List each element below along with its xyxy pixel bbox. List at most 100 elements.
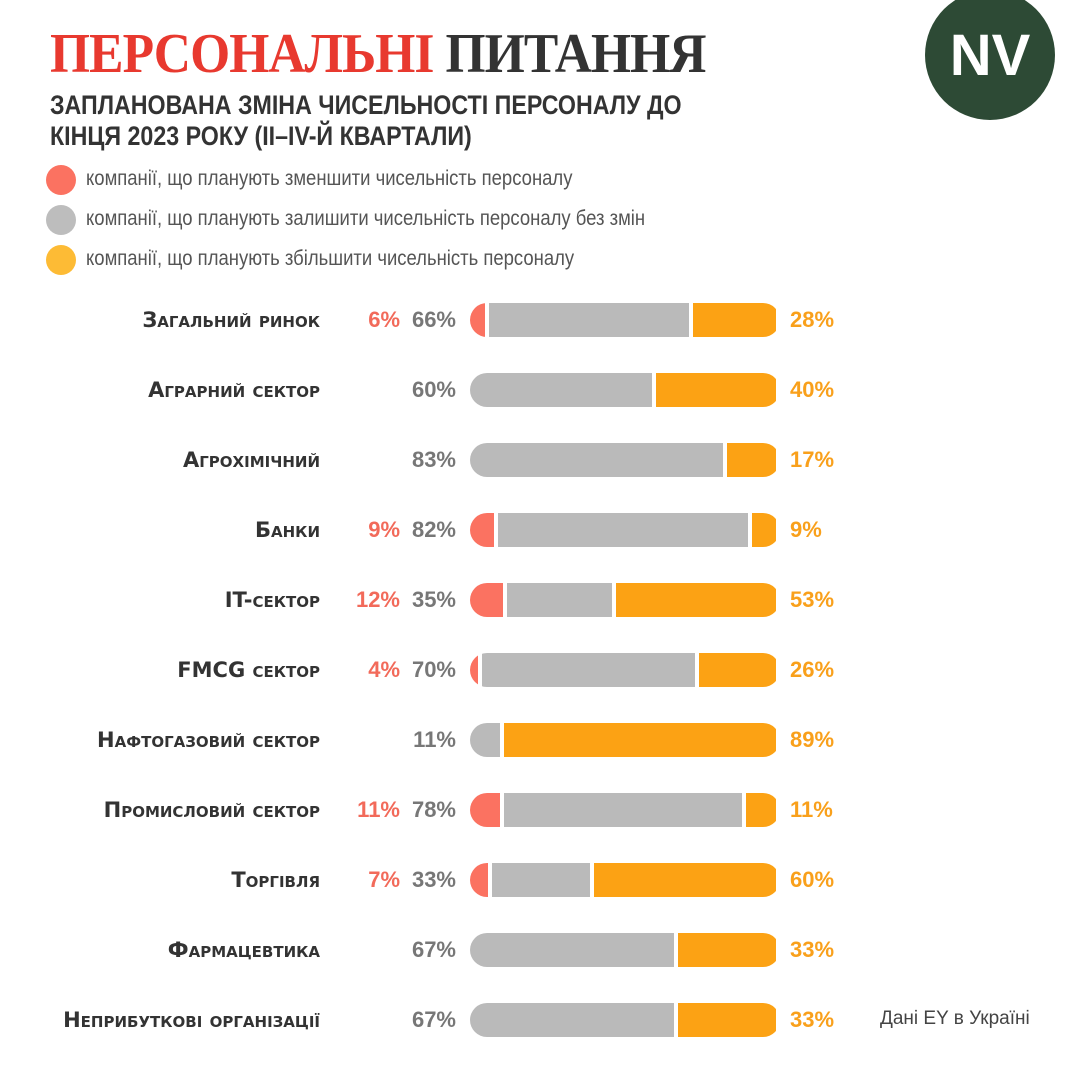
category-label: Неприбуткові організації bbox=[63, 1008, 320, 1032]
nv-logo: NV bbox=[925, 0, 1055, 120]
chart-row: Неприбуткові організації 67% 33% bbox=[0, 1003, 1080, 1037]
stacked-bar bbox=[470, 653, 780, 687]
title-dark: ПИТАННЯ bbox=[445, 23, 707, 85]
decrease-value: 11% bbox=[357, 797, 400, 822]
category-label: Аграрний сектор bbox=[148, 378, 320, 402]
bar-segment-increase bbox=[745, 793, 776, 827]
bar-segment-decrease bbox=[470, 303, 485, 337]
increase-value: 26% bbox=[790, 657, 835, 682]
legend-label: компанії, що планують залишити чисельніс… bbox=[86, 207, 646, 230]
bar-segment-decrease bbox=[470, 863, 488, 897]
bar-segment-same bbox=[470, 373, 652, 407]
chart-row: Агрохімічний 83% 17% bbox=[0, 443, 1080, 477]
stacked-bar bbox=[470, 443, 780, 477]
bar-segment-decrease bbox=[470, 793, 501, 827]
bar-segment-increase bbox=[693, 303, 776, 337]
bar-segment-decrease bbox=[470, 583, 504, 617]
same-value: 70% bbox=[411, 657, 456, 682]
page-title: ПЕРСОНАЛЬНІ ПИТАННЯ bbox=[50, 22, 707, 86]
category-label: Торгівля bbox=[231, 868, 320, 892]
bar-segment-increase bbox=[504, 723, 776, 757]
decrease-value: 9% bbox=[368, 517, 400, 542]
bar-segment-same bbox=[470, 933, 674, 967]
chart-row: Нафтогазовий сектор 11% 89% bbox=[0, 723, 1080, 757]
increase-value: 17% bbox=[790, 447, 835, 472]
category-label: Промисловий сектор bbox=[103, 798, 320, 822]
chart-row: FMCG сектор 4% 70% 26% bbox=[0, 653, 1080, 687]
increase-value: 9% bbox=[790, 517, 822, 542]
increase-value: 33% bbox=[790, 1007, 835, 1032]
bar-segment-same bbox=[470, 1003, 674, 1037]
bar-segment-same bbox=[507, 583, 612, 617]
same-value: 82% bbox=[411, 517, 456, 542]
category-label: Загальний ринок bbox=[142, 308, 320, 332]
bar-segment-same bbox=[497, 513, 749, 547]
chart-row: Аграрний сектор 60% 40% bbox=[0, 373, 1080, 407]
category-label: Банки bbox=[255, 518, 320, 542]
increase-value: 28% bbox=[790, 307, 835, 332]
bar-segment-same bbox=[482, 653, 696, 687]
category-label: FMCG сектор bbox=[177, 658, 320, 682]
decrease-value: 6% bbox=[368, 307, 400, 332]
bar-segment-same bbox=[488, 303, 690, 337]
bar-segment-decrease bbox=[470, 653, 479, 687]
bar-segment-same bbox=[470, 723, 501, 757]
stacked-bar bbox=[470, 303, 780, 337]
category-label: Нафтогазовий сектор bbox=[97, 728, 320, 752]
legend-dot bbox=[46, 165, 76, 195]
bar-segment-increase bbox=[677, 933, 776, 967]
legend-label: компанії, що планують збільшити чисельні… bbox=[86, 247, 575, 270]
decrease-value: 4% bbox=[368, 657, 400, 682]
bar-segment-increase bbox=[615, 583, 776, 617]
chart-row: Промисловий сектор 11% 78% 11% bbox=[0, 793, 1080, 827]
increase-value: 11% bbox=[790, 797, 833, 822]
category-label: Фармацевтика bbox=[167, 938, 320, 962]
same-value: 83% bbox=[411, 447, 456, 472]
legend-dot bbox=[46, 245, 76, 275]
bar-segment-increase bbox=[677, 1003, 776, 1037]
decrease-value: 7% bbox=[368, 867, 400, 892]
chart-row: Загальний ринок 6% 66% 28% bbox=[0, 303, 1080, 337]
category-label: Агрохімічний bbox=[183, 448, 320, 472]
chart-row: IT-сектор 12% 35% 53% bbox=[0, 583, 1080, 617]
same-value: 78% bbox=[411, 797, 456, 822]
increase-value: 89% bbox=[790, 727, 835, 752]
stacked-bar bbox=[470, 723, 780, 757]
chart-subtitle: ЗАПЛАНОВАНА ЗМІНА ЧИСЕЛЬНОСТІ ПЕРСОНАЛУ … bbox=[50, 90, 682, 151]
source-note: Дані EY в Україні bbox=[880, 1008, 1030, 1029]
title-red: ПЕРСОНАЛЬНІ bbox=[50, 23, 434, 85]
stacked-bar bbox=[470, 933, 780, 967]
stacked-bar bbox=[470, 583, 780, 617]
same-value: 66% bbox=[411, 307, 456, 332]
chart-row: Торгівля 7% 33% 60% bbox=[0, 863, 1080, 897]
bar-segment-same bbox=[491, 863, 590, 897]
same-value: 33% bbox=[411, 867, 456, 892]
chart-row: Банки 9% 82% 9% bbox=[0, 513, 1080, 547]
stacked-bar bbox=[470, 863, 780, 897]
same-value: 67% bbox=[411, 1007, 456, 1032]
increase-value: 60% bbox=[790, 867, 835, 892]
chart-row: Фармацевтика 67% 33% bbox=[0, 933, 1080, 967]
increase-value: 53% bbox=[790, 587, 835, 612]
same-value: 35% bbox=[411, 587, 456, 612]
stacked-bar bbox=[470, 793, 780, 827]
stacked-bar bbox=[470, 513, 780, 547]
bar-segment-same bbox=[504, 793, 742, 827]
legend-label: компанії, що планують зменшити чисельніс… bbox=[86, 167, 573, 190]
same-value: 67% bbox=[411, 937, 456, 962]
bar-segment-increase bbox=[727, 443, 776, 477]
bar-segment-increase bbox=[699, 653, 776, 687]
bar-segment-same bbox=[470, 443, 724, 477]
bar-segment-decrease bbox=[470, 513, 494, 547]
bar-segment-increase bbox=[752, 513, 776, 547]
legend-dot bbox=[46, 205, 76, 235]
stacked-bar bbox=[470, 373, 780, 407]
increase-value: 40% bbox=[790, 377, 835, 402]
same-value: 11% bbox=[413, 727, 456, 752]
increase-value: 33% bbox=[790, 937, 835, 962]
bar-segment-increase bbox=[656, 373, 776, 407]
stacked-bar bbox=[470, 1003, 780, 1037]
same-value: 60% bbox=[411, 377, 456, 402]
category-label: IT-сектор bbox=[224, 588, 320, 612]
decrease-value: 12% bbox=[355, 587, 400, 612]
